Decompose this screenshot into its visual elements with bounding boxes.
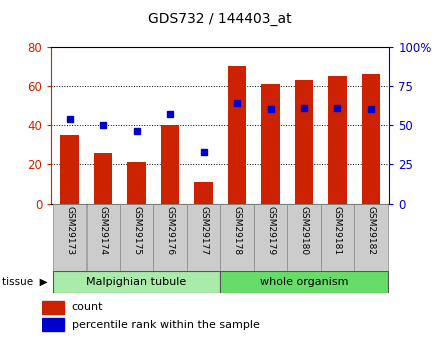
Bar [321, 204, 354, 271]
Text: count: count [72, 303, 103, 312]
Text: GSM29176: GSM29176 [166, 206, 174, 255]
Bar [194, 182, 213, 204]
Text: tissue  ▶: tissue ▶ [2, 277, 48, 287]
Text: GSM29181: GSM29181 [333, 206, 342, 255]
Bar [187, 204, 220, 271]
Bar [261, 84, 280, 204]
Bar [61, 135, 79, 204]
Bar [220, 204, 254, 271]
Text: whole organism: whole organism [260, 277, 348, 287]
Bar [254, 204, 287, 271]
Text: GDS732 / 144403_at: GDS732 / 144403_at [149, 12, 292, 26]
Text: GSM29180: GSM29180 [299, 206, 308, 255]
Bar [42, 318, 64, 331]
Bar [220, 272, 388, 293]
Bar [127, 162, 146, 204]
Bar [94, 152, 112, 204]
Text: GSM29178: GSM29178 [233, 206, 242, 255]
Bar [154, 204, 186, 271]
Text: percentile rank within the sample: percentile rank within the sample [72, 320, 259, 329]
Bar [354, 204, 388, 271]
Bar [53, 272, 220, 293]
Bar [295, 80, 313, 204]
Bar [362, 74, 380, 204]
Text: GSM29179: GSM29179 [266, 206, 275, 255]
Bar [86, 204, 120, 271]
Text: GSM29182: GSM29182 [367, 206, 376, 255]
Bar [287, 204, 320, 271]
Text: GSM29174: GSM29174 [99, 206, 108, 255]
Bar [228, 66, 246, 204]
Bar [42, 301, 64, 314]
Text: GSM29175: GSM29175 [132, 206, 141, 255]
Bar [120, 204, 153, 271]
Text: Malpighian tubule: Malpighian tubule [86, 277, 187, 287]
Text: GSM29173: GSM29173 [65, 206, 74, 255]
Bar [53, 204, 86, 271]
Bar [328, 76, 347, 204]
Text: GSM29177: GSM29177 [199, 206, 208, 255]
Bar [161, 125, 179, 204]
